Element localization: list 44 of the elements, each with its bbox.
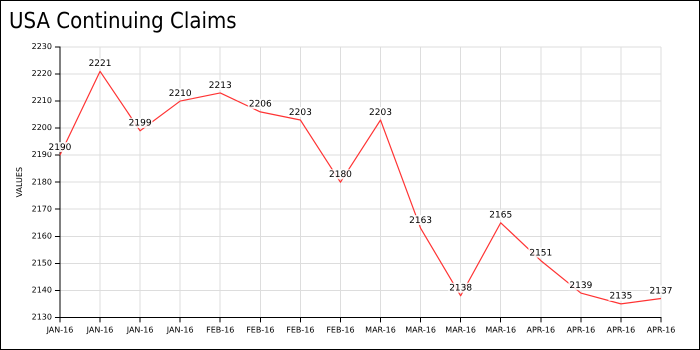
y-tick-label: 2150 xyxy=(32,258,52,268)
data-label: 2203 xyxy=(369,108,392,118)
x-tick-label: JAN-16 xyxy=(126,325,154,334)
y-tick-label: 2210 xyxy=(32,96,52,106)
x-tick-label: JAN-16 xyxy=(86,325,114,334)
x-tick-label: APR-16 xyxy=(606,325,636,334)
data-label: 2137 xyxy=(650,286,672,296)
data-label: 2163 xyxy=(409,216,432,226)
data-label: 2199 xyxy=(128,118,152,129)
data-label: 2203 xyxy=(288,108,312,118)
x-tick-label: MAR-16 xyxy=(405,325,436,334)
y-tick-label: 2130 xyxy=(32,312,52,322)
y-tick-label: 2180 xyxy=(32,177,52,186)
x-tick-label: APR-16 xyxy=(526,325,556,334)
data-label: 2135 xyxy=(609,292,632,302)
data-label: 2180 xyxy=(328,170,352,180)
x-tick-label: FEB-16 xyxy=(246,325,274,334)
x-tick-label: JAN-16 xyxy=(46,325,74,334)
x-tick-label: APR-16 xyxy=(566,325,596,334)
x-tick-label: JAN-16 xyxy=(166,325,194,334)
x-tick-label: APR-16 xyxy=(646,325,676,334)
x-tick-label: MAR-16 xyxy=(445,325,476,334)
data-label: 2139 xyxy=(569,280,593,291)
y-tick-label: 2140 xyxy=(32,285,52,294)
data-label: 2213 xyxy=(208,80,232,91)
data-label: 2151 xyxy=(529,248,552,258)
x-tick-label: FEB-16 xyxy=(286,325,314,334)
x-tick-label: FEB-16 xyxy=(206,325,234,334)
chart-title: USA Continuing Claims xyxy=(9,9,237,34)
y-tick-label: 2220 xyxy=(32,69,52,78)
y-tick-label: 2170 xyxy=(32,204,52,214)
data-label: 2190 xyxy=(48,143,72,154)
x-tick-label: MAR-16 xyxy=(485,325,516,334)
data-label: 2138 xyxy=(449,284,472,294)
y-axis-title: VALUES xyxy=(14,166,24,198)
x-tick-label: FEB-16 xyxy=(326,325,355,334)
data-label: 2210 xyxy=(168,88,192,99)
y-tick-label: 2230 xyxy=(32,42,52,52)
data-label: 2221 xyxy=(88,59,112,70)
y-tick-label: 2160 xyxy=(32,231,52,240)
data-label: 2206 xyxy=(248,100,272,110)
x-tick-label: MAR-16 xyxy=(365,325,396,334)
y-tick-label: 2200 xyxy=(32,123,52,132)
data-label: 2165 xyxy=(489,210,512,221)
